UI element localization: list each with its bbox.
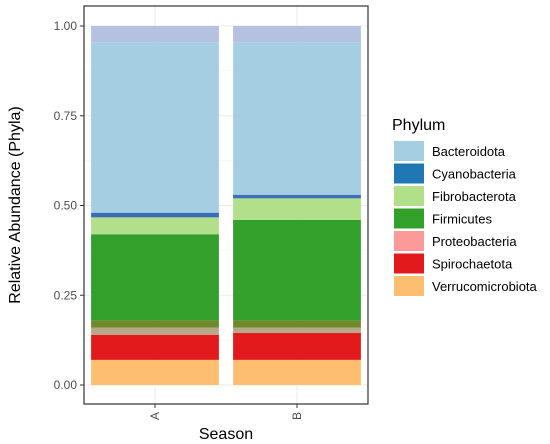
legend-title: Phylum — [392, 117, 445, 134]
legend-key — [394, 253, 424, 274]
x-tick-label: A — [148, 412, 162, 420]
bar-segment-B — [233, 327, 361, 333]
bar-segment-A — [91, 320, 219, 328]
x-tick-label: B — [290, 412, 304, 420]
y-axis-title: Relative Abundance (Phyla) — [7, 106, 24, 303]
legend-key — [394, 231, 424, 251]
y-tick-label: 1.00 — [54, 19, 78, 33]
bar-segment-A — [91, 42, 219, 213]
legend: Phylum Bacteroidota Cyanobacteria Fibrobac… — [392, 117, 538, 296]
bar-segment-B — [233, 359, 361, 385]
bar-segment-B — [233, 194, 361, 199]
legend-key — [394, 141, 424, 161]
bar-segment-A — [91, 234, 219, 321]
legend-label: Spirochaetota — [432, 257, 513, 272]
legend-label: Verrucomicrobiota — [432, 279, 538, 294]
legend-label: Firmicutes — [432, 212, 492, 227]
legend-label: Fibrobacterota — [432, 189, 517, 204]
legend-label: Cyanobacteria — [432, 167, 517, 182]
bar-segment-A — [91, 217, 219, 235]
legend-label: Proteobacteria — [432, 234, 517, 249]
bar-segment-B — [233, 26, 361, 43]
legend-key — [394, 276, 424, 296]
bar-segment-B — [233, 320, 361, 328]
bar-segment-B — [233, 42, 361, 195]
bar-segment-A — [91, 334, 219, 360]
bar-segment-B — [233, 332, 361, 360]
legend-key — [394, 208, 424, 229]
y-tick-label: 0.00 — [54, 378, 78, 392]
bar-segment-B — [233, 198, 361, 220]
legend-key — [394, 186, 424, 206]
y-axis: 0.00 0.25 0.50 0.75 1.00 — [54, 19, 84, 392]
bar-segment-A — [91, 26, 219, 43]
bar-segment-B — [233, 219, 361, 321]
bar-segment-A — [91, 212, 219, 218]
legend-key — [394, 163, 424, 184]
bar-segment-A — [91, 359, 219, 385]
y-tick-label: 0.75 — [54, 109, 78, 123]
y-tick-label: 0.25 — [54, 288, 78, 302]
legend-label: Bacteroidota — [432, 144, 506, 159]
x-axis-title: Season — [199, 426, 253, 443]
y-tick-label: 0.50 — [54, 199, 78, 213]
bar-segment-A — [91, 327, 219, 335]
bars — [91, 26, 361, 385]
